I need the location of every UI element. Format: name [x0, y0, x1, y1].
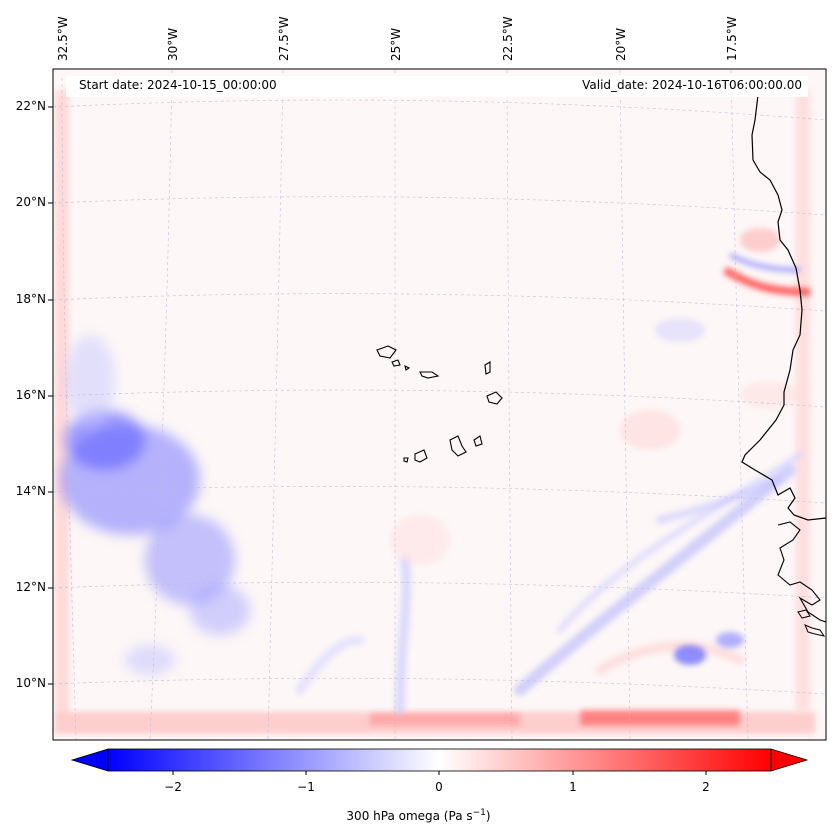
- coastline-islands-south: [797, 609, 826, 637]
- band-streaks: [295, 451, 804, 715]
- cape-verde-islands: [376, 345, 503, 463]
- valid-date-label: Valid_date: 2024-10-16T06:00:00.00: [582, 78, 802, 92]
- colorbar: [70, 748, 809, 775]
- colorbar-tick-label: 2: [702, 780, 710, 794]
- africa-coastline: [741, 94, 826, 521]
- lat-label-12: 12°N: [15, 580, 46, 594]
- colorbar-tick-label: 1: [569, 780, 577, 794]
- lat-ticks: [48, 106, 53, 685]
- colorbar-extend-low: [70, 748, 109, 772]
- lon-label-32-5: 32.5°W: [56, 16, 70, 61]
- colorbar-label-main: 300 hPa omega (Pa s: [346, 809, 473, 823]
- lon-label-17-5: 17.5°W: [725, 16, 739, 61]
- boundary-artefact: [55, 90, 815, 734]
- omega-field: [53, 69, 826, 740]
- lat-label-16: 16°N: [15, 388, 46, 402]
- colorbar-body: [107, 748, 772, 772]
- colorbar-label-end: ): [485, 809, 491, 823]
- colorbar-tick-label: −1: [297, 780, 315, 794]
- colorbar-label-exponent: −1: [472, 808, 486, 818]
- start-date-label: Start date: 2024-10-15_00:00:00: [79, 78, 277, 92]
- lat-label-22: 22°N: [15, 99, 46, 113]
- info-box: [66, 76, 808, 97]
- lat-label-20: 20°N: [15, 195, 46, 209]
- coastline-bays: [777, 521, 826, 623]
- map-frame: [52, 68, 827, 741]
- lon-label-27-5: 27.5°W: [277, 16, 291, 61]
- colorbar-tick-label: −2: [164, 780, 182, 794]
- lon-label-30: 30°W: [166, 27, 180, 61]
- lon-label-25: 25°W: [389, 27, 403, 61]
- lon-label-20: 20°W: [614, 27, 628, 61]
- colorbar-tick-label: 0: [435, 780, 443, 794]
- lat-label-18: 18°N: [15, 292, 46, 306]
- lat-label-14: 14°N: [15, 484, 46, 498]
- colorbar-tick-marks: [172, 771, 707, 775]
- graticule: [53, 69, 826, 740]
- coastal-anomaly: [390, 228, 811, 665]
- lon-label-22-5: 22.5°W: [501, 16, 515, 61]
- colorbar-label: 300 hPa omega (Pa s−1): [0, 808, 837, 823]
- blue-ascent-region: [60, 335, 250, 675]
- lat-label-10: 10°N: [15, 676, 46, 690]
- colorbar-extend-high: [770, 748, 809, 772]
